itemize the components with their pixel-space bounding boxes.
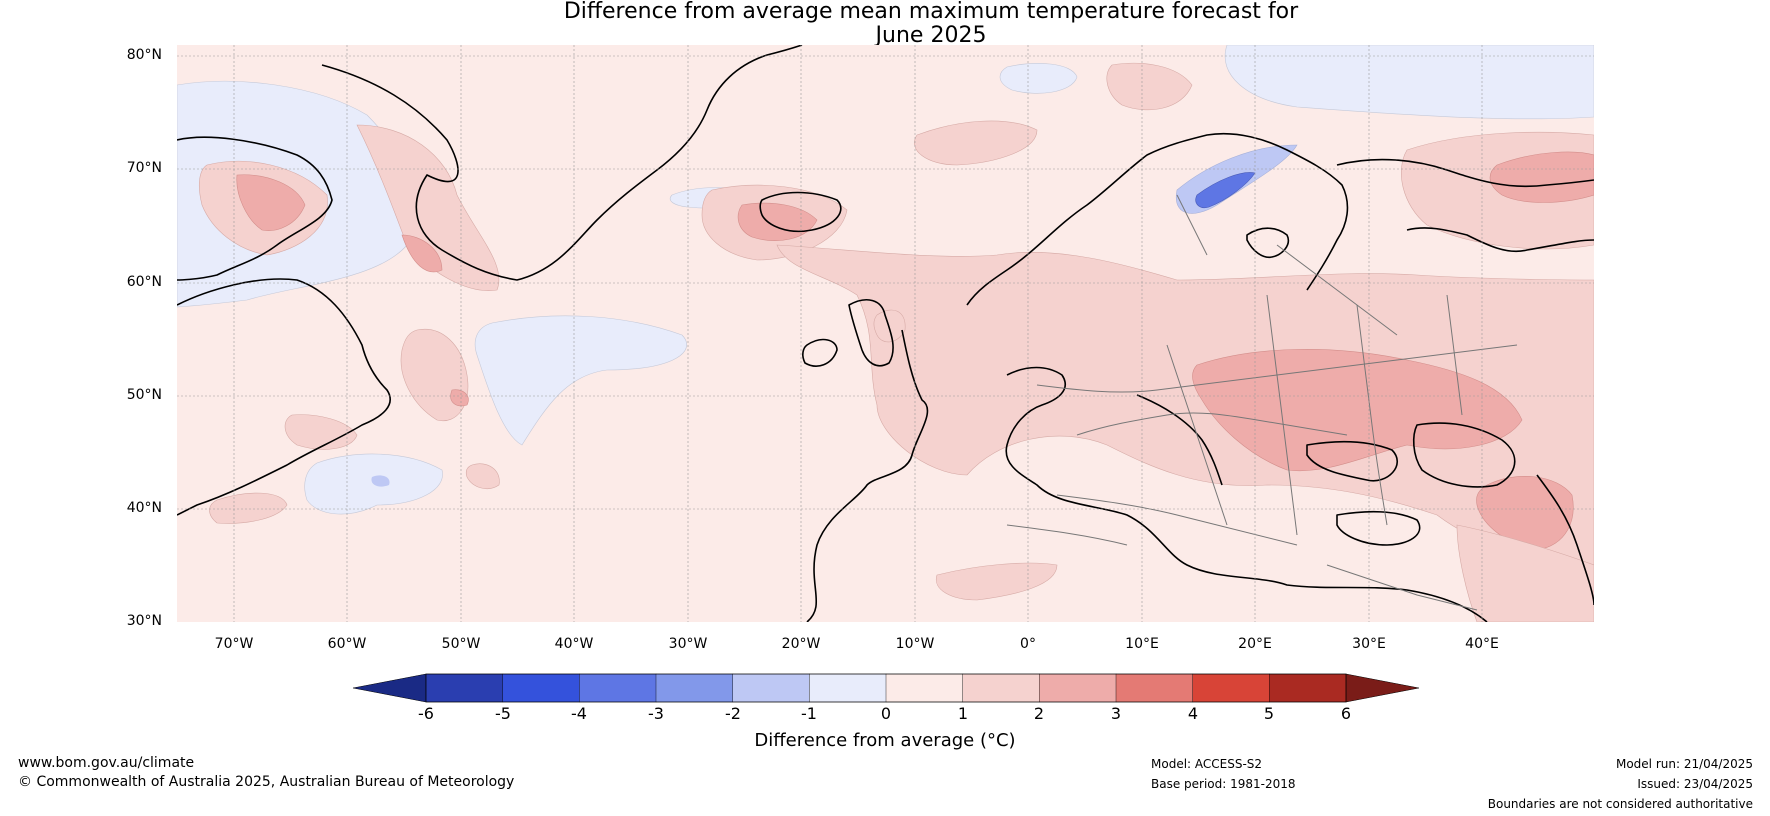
colorbar-tick: -2 (725, 704, 741, 723)
model-run-text: Model run: 21/04/2025 (1615, 757, 1753, 771)
lon-label-50w: 50°W (441, 636, 481, 652)
colorbar-tick: -5 (495, 704, 511, 723)
colorbar-cell (1269, 673, 1347, 703)
warm-region-norwegian-sea (914, 120, 1038, 166)
disclaimer-text: Boundaries are not considered authoritat… (1487, 797, 1753, 811)
colorbar-cell (809, 673, 887, 703)
lat-label-80n: 80°N (126, 47, 162, 63)
lat-label-50n: 50°N (126, 387, 162, 403)
warm-region-greenland-sw (356, 124, 500, 291)
colorbar-tick: 2 (1033, 704, 1045, 723)
colorbar-cell (732, 673, 810, 703)
colorbar-cell (1039, 673, 1117, 703)
lon-label-20e: 20°E (1238, 636, 1272, 652)
lon-label-30w: 30°W (668, 636, 708, 652)
lat-label-30n: 30°N (126, 613, 162, 629)
country-borders (1006, 194, 1518, 611)
map-title: Difference from average mean maximum tem… (0, 0, 1770, 48)
warm-region-africa (935, 562, 1058, 601)
warm-region-atlantic-south (465, 463, 500, 489)
lon-label-20w: 20°W (781, 636, 821, 652)
colorbar-over-triangle (1345, 673, 1419, 703)
warm-region-newfoundland-core (450, 389, 469, 407)
colorbar-cell (1115, 673, 1194, 703)
cool-region-norway-core (1195, 172, 1256, 208)
colorbar-cell (579, 673, 657, 703)
warm-region-baffin-core (236, 174, 306, 231)
warm-region-newfoundland (400, 328, 469, 422)
lon-label-10w: 10°W (895, 636, 935, 652)
lat-label-40n: 40°N (126, 500, 162, 516)
cool-region-greenland-sea (999, 63, 1078, 94)
graticule (177, 45, 1594, 622)
cool-region-arctic-east (1224, 45, 1594, 120)
warm-region-carolinas (209, 492, 288, 524)
coastlines (177, 45, 1594, 622)
warm-region-greenland-sw-core (401, 234, 443, 273)
lat-label-70n: 70°N (126, 160, 162, 176)
warm-region-europe (776, 244, 1594, 566)
lon-label-40w: 40°W (554, 636, 594, 652)
cool-region-atlantic-spot (371, 475, 390, 487)
map-canvas (177, 45, 1594, 622)
base-period-text: Base period: 1981-2018 (1151, 777, 1296, 791)
colorbar-cell (425, 673, 504, 703)
colorbar-tick: 3 (1110, 704, 1122, 723)
colorbar-tick: 6 (1340, 704, 1352, 723)
colorbar-tick: -6 (418, 704, 434, 723)
warm-region-africa-east (1456, 524, 1594, 622)
colorbar-cell (1192, 673, 1270, 703)
colorbar (353, 673, 1419, 703)
warm-region-nova-scotia (284, 414, 358, 450)
website-link[interactable]: www.bom.gov.au/climate (18, 755, 195, 771)
colorbar-tick: 4 (1187, 704, 1199, 723)
warm-region-north-sea (873, 309, 906, 343)
colorbar-label: Difference from average (°C) (754, 730, 1016, 751)
colorbar-tick: 5 (1263, 704, 1275, 723)
cool-region-mid-atlantic (474, 315, 687, 446)
lat-label-60n: 60°N (126, 274, 162, 290)
map-panel (177, 45, 1594, 622)
model-text: Model: ACCESS-S2 (1151, 757, 1263, 771)
lon-label-0: 0° (1020, 636, 1036, 652)
colorbar-tick: -4 (571, 704, 587, 723)
lon-label-70w: 70°W (214, 636, 254, 652)
colorbar-cell (885, 673, 964, 703)
colorbar-tick: -1 (801, 704, 817, 723)
lon-label-10e: 10°E (1125, 636, 1159, 652)
lon-label-30e: 30°E (1352, 636, 1386, 652)
warm-region-east-europe-core (1192, 349, 1523, 472)
copyright-text: © Commonwealth of Australia 2025, Austra… (18, 774, 515, 790)
colorbar-tick: -3 (648, 704, 664, 723)
title-line-1: Difference from average mean maximum tem… (563, 0, 1299, 24)
warm-region-arctic-north (1106, 62, 1193, 111)
colorbar-under-triangle (353, 673, 427, 703)
colorbar-cell (655, 673, 734, 703)
issued-text: Issued: 23/04/2025 (1637, 777, 1753, 791)
colorbar-cell (962, 673, 1040, 703)
title-line-2: June 2025 (875, 23, 987, 48)
colorbar-tick: 0 (880, 704, 892, 723)
colorbar-cell (502, 673, 580, 703)
lon-label-60w: 60°W (327, 636, 367, 652)
lon-label-40e: 40°E (1465, 636, 1499, 652)
colorbar-tick: 1 (957, 704, 969, 723)
